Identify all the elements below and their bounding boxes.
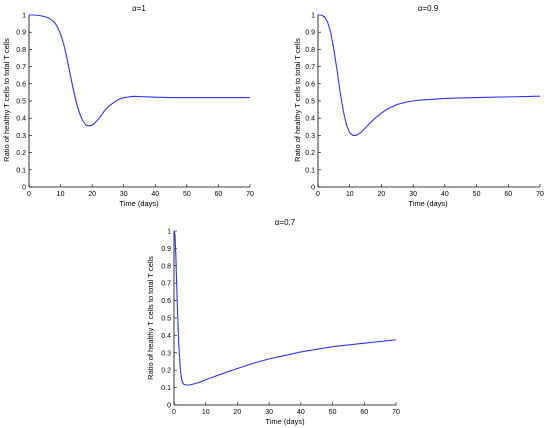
x-tick-label: 20 (234, 409, 242, 416)
y-tick-label: 0 (311, 185, 315, 192)
y-tick-label: 1 (167, 229, 171, 236)
x-tick-label: 50 (473, 191, 481, 198)
y-tick-label: 0.6 (305, 81, 315, 88)
y-tick-label: 0.2 (305, 150, 315, 157)
x-tick-label: 30 (120, 191, 128, 198)
x-tick-label: 50 (329, 409, 337, 416)
chart-panel-alpha-1: α=1 Time (days) Ratio of healthy T cells… (2, 4, 254, 208)
x-tick-label: 60 (215, 191, 223, 198)
y-tick-label: 0.4 (161, 333, 171, 340)
y-tick-label: 0.8 (305, 47, 315, 54)
chart-title: α=0.7 (275, 218, 296, 227)
x-tick-label: 50 (183, 191, 191, 198)
y-tick-label: 0.6 (16, 81, 26, 88)
x-tick-label: 20 (88, 191, 96, 198)
x-tick-label: 0 (172, 409, 176, 416)
y-tick-label: 0.2 (161, 368, 171, 375)
x-tick-label: 70 (536, 191, 544, 198)
chart-title: α=0.9 (418, 4, 439, 13)
series-line (173, 230, 397, 386)
y-tick-label: 0.4 (16, 116, 26, 123)
y-tick-label: 0.5 (161, 316, 171, 323)
x-tick-label: 20 (378, 191, 386, 198)
y-tick-label: 1 (22, 13, 26, 20)
x-tick-label: 40 (441, 191, 449, 198)
x-tick-label: 30 (265, 409, 273, 416)
y-tick-label: 0.4 (305, 116, 315, 123)
y-tick-label: 0.8 (161, 263, 171, 270)
y-axis-label: Ratio of healthy T cells to total T cell… (2, 38, 11, 162)
x-axis-label: Time (days) (408, 199, 448, 208)
y-tick-label: 0.9 (161, 246, 171, 253)
chart-title: α=1 (132, 4, 146, 13)
y-tick-label: 0.5 (16, 99, 26, 106)
y-tick-label: 0.9 (305, 30, 315, 37)
y-tick-label: 0.3 (305, 133, 315, 140)
chart-panel-alpha-0-9: α=0.9 Time (days) Ratio of healthy T cel… (293, 4, 544, 208)
y-tick-label: 0.7 (16, 64, 26, 71)
x-tick-label: 10 (202, 409, 210, 416)
x-tick-label: 10 (57, 191, 65, 198)
x-tick-label: 60 (504, 191, 512, 198)
y-tick-label: 0.6 (161, 298, 171, 305)
y-axis-label: Ratio of healthy T cells to total T cell… (146, 256, 155, 380)
y-tick-label: 0 (22, 185, 26, 192)
series-line (29, 14, 250, 127)
x-tick-label: 70 (392, 409, 400, 416)
x-tick-label: 10 (346, 191, 354, 198)
chart-panel-alpha-0-7: α=0.7 Time (days) Ratio of healthy T cel… (146, 218, 400, 426)
y-tick-label: 0.2 (16, 150, 26, 157)
x-tick-label: 0 (27, 191, 31, 198)
y-tick-label: 0.8 (16, 47, 26, 54)
y-tick-label: 1 (311, 13, 315, 20)
y-axis-label: Ratio of healthy T cells to total T cell… (293, 38, 302, 162)
y-tick-label: 0.7 (305, 64, 315, 71)
x-axis-label: Time (days) (265, 417, 305, 426)
y-tick-label: 0 (167, 403, 171, 410)
y-tick-label: 0.1 (161, 385, 171, 392)
x-tick-label: 70 (246, 191, 254, 198)
y-tick-label: 0.1 (305, 167, 315, 174)
y-tick-label: 0.3 (16, 133, 26, 140)
x-tick-label: 40 (297, 409, 305, 416)
y-tick-label: 0.3 (161, 350, 171, 357)
x-tick-label: 30 (409, 191, 417, 198)
y-tick-label: 0.7 (161, 281, 171, 288)
y-tick-label: 0.1 (16, 167, 26, 174)
x-tick-label: 0 (316, 191, 320, 198)
y-tick-label: 0.9 (16, 30, 26, 37)
x-axis-label: Time (days) (119, 199, 159, 208)
x-tick-label: 60 (360, 409, 368, 416)
series-line (318, 14, 541, 136)
y-tick-label: 0.5 (305, 99, 315, 106)
x-tick-label: 40 (151, 191, 159, 198)
